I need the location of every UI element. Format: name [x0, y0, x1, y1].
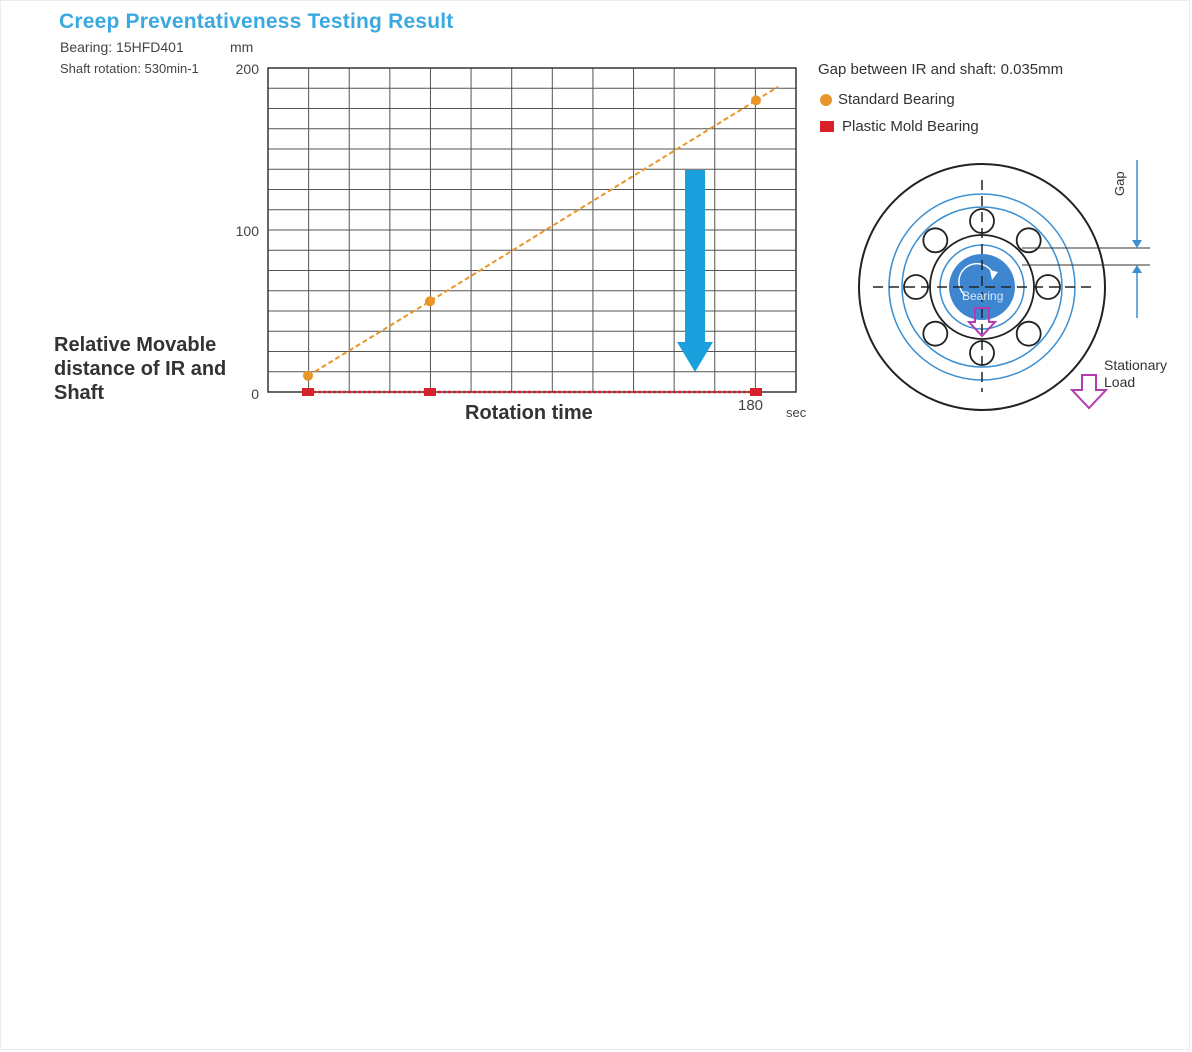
- data-point-standard-2: [751, 95, 761, 106]
- x-axis-label: Rotation time: [465, 402, 593, 424]
- legend-item-plastic: Plastic Mold Bearing: [820, 118, 979, 135]
- stationary-load-line1: Stationary: [1104, 357, 1168, 373]
- outer-race-inner: [901, 206, 1063, 368]
- data-point-standard-1: [424, 296, 435, 307]
- x-unit: sec: [786, 405, 807, 420]
- stationary-load-line2: Load: [1104, 374, 1136, 390]
- rolling-ball: [922, 320, 949, 347]
- gap-info: Gap between IR and shaft: 0.035mm: [818, 61, 1064, 78]
- rotation-arrow-icon: [958, 262, 995, 297]
- legend-swatch-plastic: [820, 121, 834, 132]
- page-title: Creep Preventativeness Testing Result: [59, 10, 454, 33]
- legend-label-plastic: Plastic Mold Bearing: [842, 118, 979, 135]
- data-point-plastic-0: [302, 388, 314, 396]
- bearing-label: Bearing: [962, 289, 1004, 303]
- rolling-ball: [1015, 227, 1042, 254]
- legend-item-standard: Standard Bearing: [820, 91, 955, 108]
- legend-swatch-standard: [820, 93, 832, 106]
- y-tick-200: 200: [235, 61, 259, 77]
- plot-frame: [267, 67, 797, 393]
- shaft-rotation: Shaft rotation: 530min-1: [60, 61, 199, 76]
- y-tick-0: 0: [251, 386, 259, 402]
- internal-load-arrow-icon: [966, 307, 998, 338]
- y-tick-100: 100: [235, 223, 259, 239]
- decrease-arrow-icon: [677, 170, 713, 372]
- y-unit: mm: [230, 39, 254, 55]
- bearing-diagram: [858, 160, 1150, 411]
- y-axis-label: Relative Movable distance of IR and Shaf…: [54, 334, 227, 404]
- gap-label: Gap: [1112, 171, 1127, 196]
- x-tick-180: 180: [738, 397, 764, 414]
- stationary-load-label: Stationary Load: [1104, 357, 1167, 391]
- shaft: [949, 254, 1015, 320]
- rolling-ball: [1015, 320, 1042, 347]
- rolling-ball: [922, 227, 949, 254]
- legend-label-standard: Standard Bearing: [838, 91, 955, 108]
- chart-grid: [268, 68, 796, 392]
- data-point-plastic-2: [750, 388, 762, 396]
- series-layer: [302, 85, 779, 396]
- stationary-load-arrow-icon: [1069, 374, 1109, 410]
- data-point-plastic-1: [423, 388, 436, 396]
- data-point-standard-0: [303, 370, 313, 381]
- bearing-model: Bearing: 15HFD401: [60, 39, 184, 55]
